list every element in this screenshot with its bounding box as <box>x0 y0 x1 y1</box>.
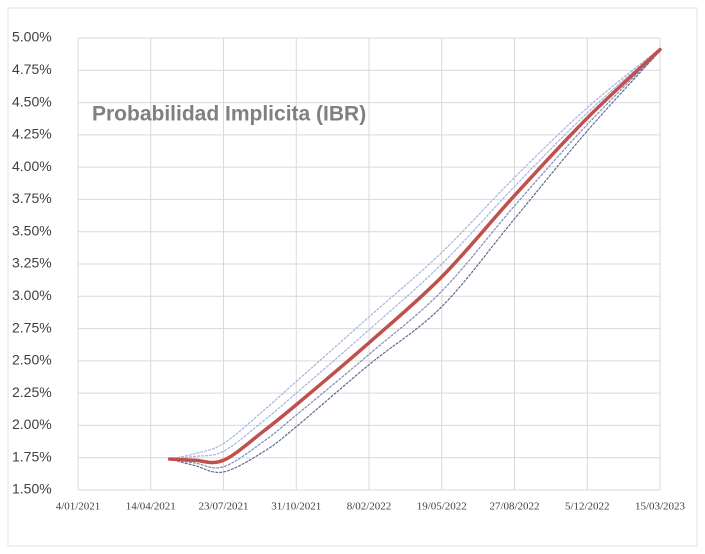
scenario-line <box>169 50 661 474</box>
y-tick-label: 2.75% <box>12 319 52 335</box>
x-tick-label: 19/05/2022 <box>417 501 467 513</box>
scenario-line <box>169 47 661 460</box>
y-tick-label: 1.50% <box>12 481 52 497</box>
y-tick-label: 4.25% <box>12 126 52 142</box>
x-tick-label: 8/02/2022 <box>347 501 392 513</box>
x-tick-label: 15/03/2023 <box>635 501 686 513</box>
x-tick-label: 14/04/2021 <box>126 501 176 513</box>
y-tick-label: 1.75% <box>12 448 52 464</box>
x-tick-label: 27/08/2022 <box>489 501 539 513</box>
y-tick-label: 4.75% <box>12 61 52 77</box>
x-tick-label: 4/01/2021 <box>56 501 101 513</box>
y-tick-label: 2.00% <box>12 416 52 432</box>
x-tick-label: 5/12/2022 <box>565 501 610 513</box>
x-tick-label: 23/07/2021 <box>198 501 248 513</box>
scenario-line <box>169 50 661 469</box>
y-tick-label: 2.50% <box>12 352 52 368</box>
chart-frame <box>7 7 698 547</box>
chart-title: Probabilidad Implicita (IBR) <box>92 103 366 126</box>
y-tick-label: 5.00% <box>12 29 52 45</box>
scenario-line <box>169 47 661 460</box>
y-tick-label: 3.75% <box>12 190 52 206</box>
y-tick-label: 4.00% <box>12 158 52 174</box>
x-tick-label: 31/10/2021 <box>271 501 321 513</box>
y-tick-label: 4.50% <box>12 93 52 109</box>
y-tick-label: 3.50% <box>12 222 52 238</box>
y-tick-label: 3.25% <box>12 255 52 271</box>
y-tick-label: 2.25% <box>12 384 52 400</box>
y-tick-label: 3.00% <box>12 287 52 303</box>
main-line <box>167 47 662 465</box>
